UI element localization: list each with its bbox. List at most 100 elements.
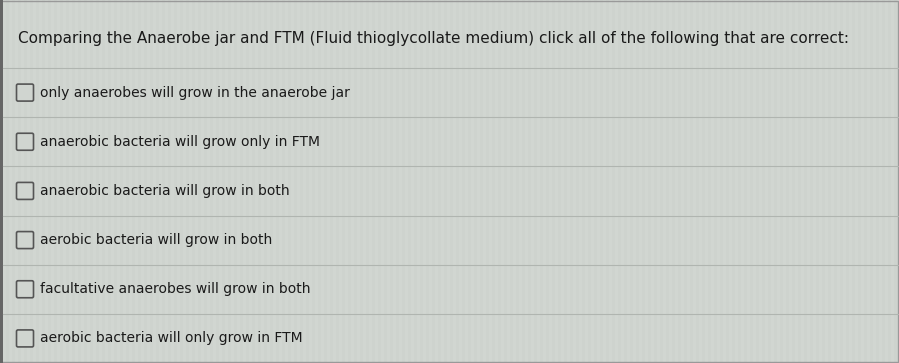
Text: Comparing the Anaerobe jar and FTM (Fluid thioglycollate medium) click all of th: Comparing the Anaerobe jar and FTM (Flui… [18,30,849,45]
Bar [261,0,264,363]
Bar [192,0,195,363]
Text: aerobic bacteria will only grow in FTM: aerobic bacteria will only grow in FTM [40,331,303,346]
Bar [153,0,156,363]
Bar [459,0,462,363]
Bar [381,0,384,363]
Bar [579,0,582,363]
Bar [18,0,21,363]
Bar [336,0,339,363]
Bar [462,0,465,363]
Bar [297,0,300,363]
Bar [174,0,177,363]
Bar [879,0,882,363]
Bar [606,0,609,363]
Bar [48,0,51,363]
Bar [723,0,726,363]
Bar [624,0,627,363]
Bar [471,0,474,363]
Bar [708,0,711,363]
Bar [90,0,93,363]
Bar [684,0,687,363]
Bar [603,0,606,363]
Bar [177,0,180,363]
Bar [408,0,411,363]
Bar [825,0,828,363]
Bar [75,0,78,363]
Bar [27,0,30,363]
Bar [99,0,102,363]
Bar [183,0,186,363]
Bar [537,0,540,363]
Bar [111,0,114,363]
Bar [798,0,801,363]
Bar [330,0,333,363]
Bar [477,0,480,363]
FancyBboxPatch shape [16,281,33,298]
Bar [162,0,165,363]
Bar [198,0,201,363]
Bar [432,0,435,363]
Bar [759,0,762,363]
Bar [504,0,507,363]
Bar [171,0,174,363]
Text: anaerobic bacteria will grow in both: anaerobic bacteria will grow in both [40,184,289,198]
Bar [33,0,36,363]
Bar [318,0,321,363]
Bar [558,0,561,363]
Bar [378,0,381,363]
Bar [717,0,720,363]
Bar [72,0,75,363]
Bar [831,0,834,363]
Bar [309,0,312,363]
Bar [516,0,519,363]
Bar [264,0,267,363]
Bar [531,0,534,363]
Bar [801,0,804,363]
Bar [588,0,591,363]
Bar [303,0,306,363]
Bar [630,0,633,363]
Bar [534,0,537,363]
Bar [156,0,159,363]
Bar [609,0,612,363]
Bar [243,0,246,363]
Bar [582,0,585,363]
Bar [204,0,207,363]
Bar [12,0,15,363]
Bar [663,0,666,363]
Bar [528,0,531,363]
Bar [288,0,291,363]
Bar [465,0,468,363]
Bar [690,0,693,363]
Bar [585,0,588,363]
Bar [279,0,282,363]
Bar [54,0,57,363]
Bar [645,0,648,363]
Bar [642,0,645,363]
Bar [270,0,273,363]
Bar [507,0,510,363]
Bar [495,0,498,363]
Bar [639,0,642,363]
Bar [411,0,414,363]
Bar [258,0,261,363]
Bar [621,0,624,363]
Bar [525,0,528,363]
Bar [291,0,294,363]
Bar [819,0,822,363]
Text: aerobic bacteria will grow in both: aerobic bacteria will grow in both [40,233,272,247]
Bar [399,0,402,363]
Bar [474,0,477,363]
Bar [675,0,678,363]
Bar [702,0,705,363]
Bar [483,0,486,363]
Bar [39,0,42,363]
Bar [720,0,723,363]
Bar [354,0,357,363]
Bar [24,0,27,363]
Bar [756,0,759,363]
Bar [123,0,126,363]
Bar [897,0,899,363]
Bar [84,0,87,363]
Bar [732,0,735,363]
